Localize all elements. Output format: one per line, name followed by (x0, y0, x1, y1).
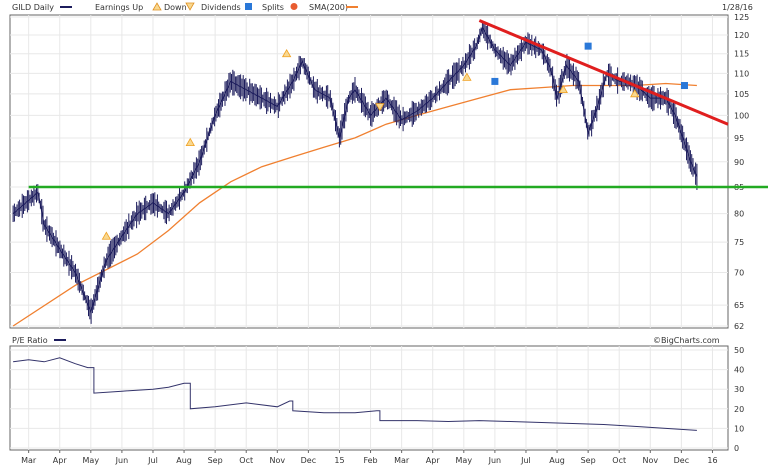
x-tick-label: Oct (239, 456, 253, 465)
pe-panel (9, 345, 729, 451)
ticker-label: GILD Daily (12, 3, 54, 12)
x-tick-label: Jul (520, 456, 531, 465)
pe-tick-label: 40 (734, 366, 744, 375)
price-tick-label: 62 (734, 322, 744, 331)
price-tick-label: 110 (734, 69, 749, 78)
x-tick-label: Oct (612, 456, 626, 465)
pe-grid (10, 346, 728, 450)
price-tick-label: 95 (734, 134, 744, 143)
x-tick-label: Jul (147, 456, 158, 465)
x-axis: Mar Apr May Jun Jul Aug Sep Oct Nov Dec 15 Feb Mar Ap… (21, 450, 718, 465)
price-tick-label: 75 (734, 238, 744, 247)
split-legend-icon (290, 3, 298, 10)
x-tick-label: Mar (21, 456, 37, 465)
pe-tick-label: 10 (734, 424, 744, 433)
earnings-up-marker (185, 137, 195, 147)
legend-earnings-down: Down (164, 3, 187, 12)
chart-date: 1/28/16 (722, 3, 753, 12)
price-tick-label: 105 (734, 90, 749, 99)
x-tick-label: Sep (208, 456, 223, 465)
dividend-marker (680, 82, 688, 90)
legend-splits: Splits (262, 3, 284, 12)
sma-200-line (12, 82, 697, 327)
earnings-up-marker (462, 72, 472, 81)
x-tick-label: May (83, 456, 100, 465)
x-tick-label: Jun (488, 456, 502, 465)
earnings-down-marker (375, 103, 385, 112)
x-tick-label: Dec (674, 456, 689, 465)
price-tick-label: 115 (734, 50, 749, 59)
pe-ratio-line (13, 357, 697, 431)
pe-tick-label: 30 (734, 385, 744, 394)
dividend-marker (584, 42, 592, 50)
price-panel (9, 14, 729, 329)
price-bars (12, 21, 698, 324)
pe-tick-label: 20 (734, 405, 744, 414)
pe-panel-title: P/E Ratio (12, 336, 48, 345)
earnings-up-marker (281, 48, 292, 58)
price-tick-label: 80 (734, 210, 744, 219)
x-tick-label: Nov (269, 456, 285, 465)
downtrend-line (478, 19, 729, 126)
price-tick-label: 70 (734, 269, 744, 278)
x-tick-label: Aug (176, 456, 192, 465)
legend-earnings-up: Earnings Up (95, 3, 143, 12)
x-tick-label: Apr (53, 456, 68, 465)
price-y-axis: 1251201151101051009590858075706562 (734, 13, 749, 331)
x-tick-label: 15 (334, 456, 344, 465)
legend-sma: SMA(200) (309, 3, 348, 12)
earnings-up-legend-icon (152, 2, 162, 11)
price-tick-label: 125 (734, 13, 749, 22)
pe-y-axis: 50 40 30 20 10 0 (734, 346, 744, 453)
x-tick-label: Mar (394, 456, 410, 465)
dividend-marker (491, 77, 499, 85)
x-tick-label: Sep (581, 456, 596, 465)
pe-tick-label: 50 (734, 346, 744, 355)
earnings-up-marker (558, 84, 568, 94)
legend-dividends: Dividends (201, 3, 241, 12)
x-tick-label: Dec (301, 456, 316, 465)
x-tick-label: Aug (549, 456, 565, 465)
price-tick-label: 90 (734, 158, 744, 167)
x-tick-label: Feb (363, 456, 377, 465)
dividend-legend-icon (245, 3, 252, 10)
header-legend: GILD Daily Earnings Up Down Dividends Sp… (12, 2, 753, 12)
price-tick-label: 65 (734, 301, 744, 310)
x-tick-label: May (456, 456, 473, 465)
price-tick-label: 100 (734, 111, 749, 120)
watermark: ©BigCharts.com (653, 336, 720, 345)
pe-tick-label: 0 (734, 444, 739, 453)
event-markers (101, 42, 688, 240)
earnings-up-marker (101, 231, 112, 240)
x-tick-label: 16 (707, 456, 717, 465)
x-tick-label: Apr (426, 456, 441, 465)
earnings-down-legend-icon (185, 2, 195, 11)
x-tick-label: Jun (115, 456, 129, 465)
price-tick-label: 120 (734, 31, 749, 40)
earnings-up-marker (630, 89, 640, 98)
x-tick-label: Nov (642, 456, 658, 465)
